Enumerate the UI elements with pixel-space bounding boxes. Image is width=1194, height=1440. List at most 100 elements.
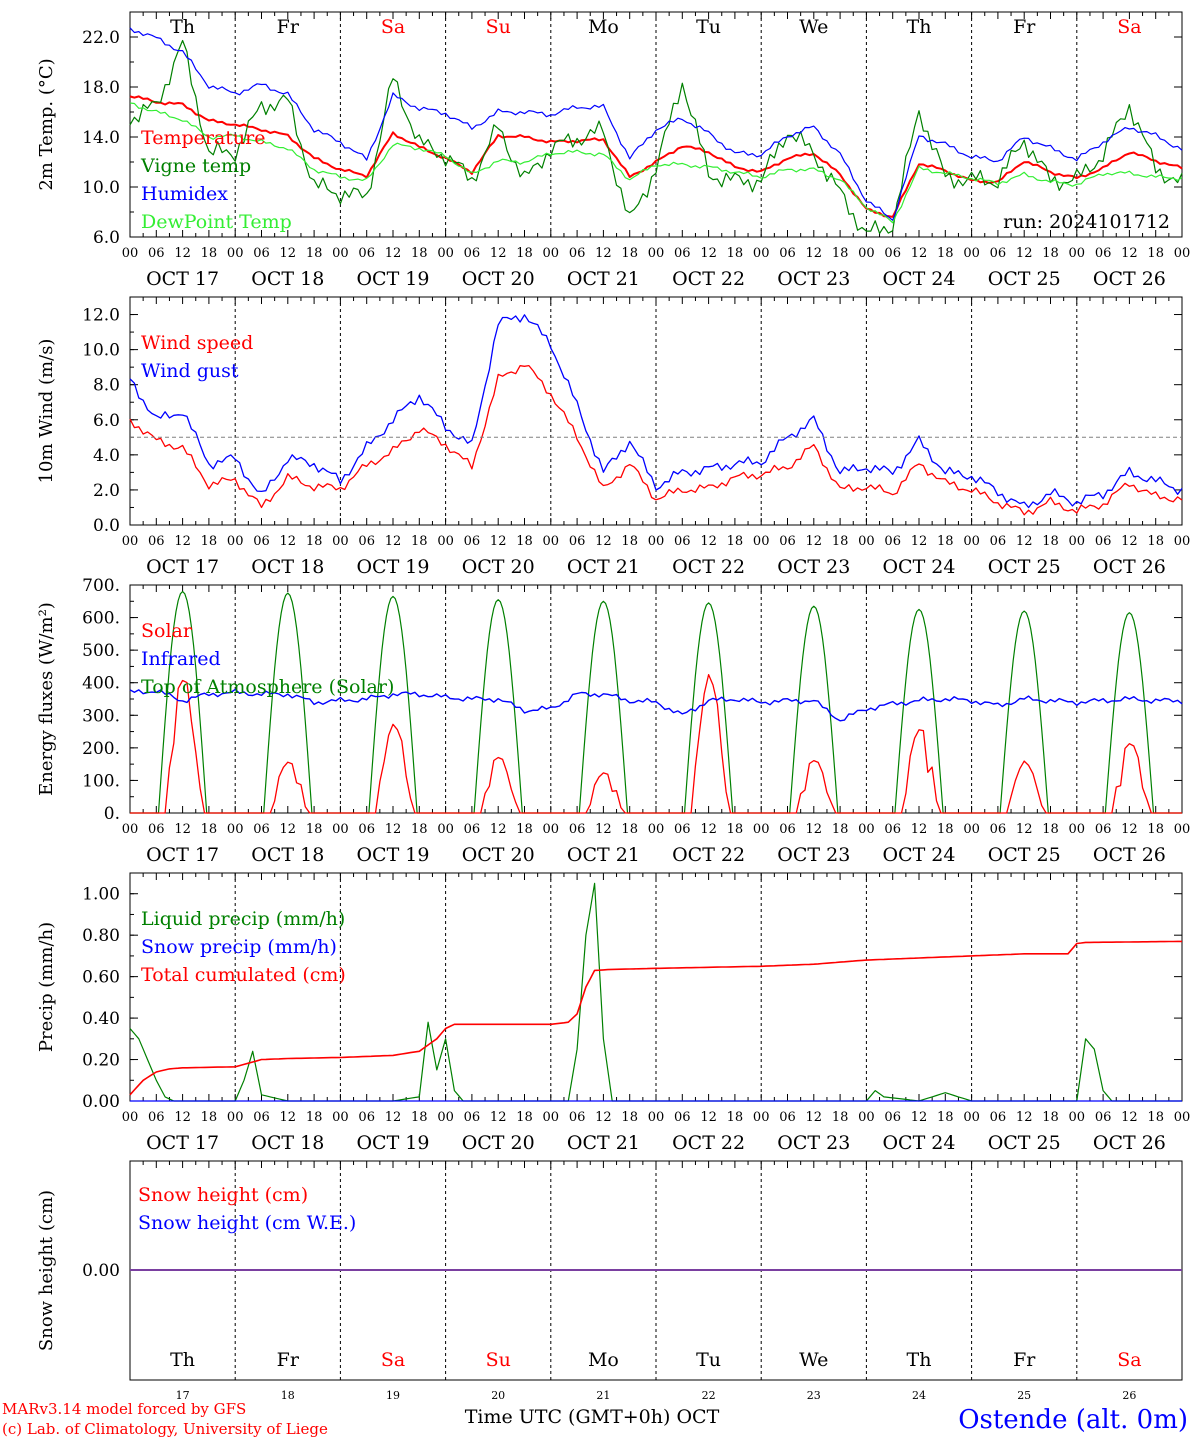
day-name-bottom: Fr xyxy=(277,1349,300,1371)
y-tick-label: 0.00 xyxy=(82,1261,120,1281)
hour-tick-label: 06 xyxy=(674,534,691,549)
date-label: OCT 20 xyxy=(462,1132,535,1154)
y-tick-label: 6.0 xyxy=(93,411,120,431)
hour-tick-label: 18 xyxy=(411,246,428,261)
date-label: OCT 19 xyxy=(356,556,429,578)
hour-tick-label: 18 xyxy=(937,1110,954,1125)
date-label: OCT 17 xyxy=(146,268,219,290)
hour-tick-label: 00 xyxy=(858,246,875,261)
hour-tick-label: 18 xyxy=(516,534,533,549)
date-label: OCT 25 xyxy=(988,556,1061,578)
date-label: OCT 25 xyxy=(988,1132,1061,1154)
day-number: 18 xyxy=(281,1389,295,1402)
panel-1: 6.0 10.0 14.0 18.0 22.0 2m Temp. (°C) 00 06 12 18… xyxy=(36,11,1190,290)
hour-tick-label: 12 xyxy=(280,246,297,261)
hour-tick-label: 18 xyxy=(832,246,849,261)
hour-tick-label: 12 xyxy=(490,246,507,261)
hour-tick-label: 06 xyxy=(464,1110,481,1125)
day-name-bottom: Su xyxy=(486,1349,511,1371)
date-label: OCT 24 xyxy=(882,844,955,866)
hour-tick-label: 06 xyxy=(569,246,586,261)
date-label: OCT 17 xyxy=(146,556,219,578)
hour-tick-label: 06 xyxy=(779,534,796,549)
date-label: OCT 23 xyxy=(777,1132,850,1154)
date-label: OCT 22 xyxy=(672,268,745,290)
run-label: run: 2024101712 xyxy=(1003,211,1170,233)
day-number: 25 xyxy=(1017,1389,1031,1402)
hour-tick-label: 06 xyxy=(358,1110,375,1125)
y-tick-label: 8.0 xyxy=(93,376,120,396)
day-name-top: Sa xyxy=(1117,16,1141,38)
series-line-wind-gust xyxy=(129,314,1183,509)
legend-entry: Snow height (cm W.E.) xyxy=(138,1212,356,1234)
hour-tick-label: 00 xyxy=(963,822,980,837)
hour-tick-label: 00 xyxy=(543,534,560,549)
date-label: OCT 26 xyxy=(1093,268,1166,290)
y-axis-title: 2m Temp. (°C) xyxy=(36,58,57,190)
hour-tick-label: 00 xyxy=(332,246,349,261)
hour-tick-label: 06 xyxy=(674,1110,691,1125)
y-tick-label: 600. xyxy=(82,609,120,629)
hour-tick-label: 12 xyxy=(595,246,612,261)
hour-tick-label: 06 xyxy=(148,1110,165,1125)
hour-tick-label: 12 xyxy=(806,822,823,837)
hour-tick-label: 12 xyxy=(1121,534,1138,549)
hour-tick-label: 18 xyxy=(306,822,323,837)
legend-entry: Liquid precip (mm/h) xyxy=(141,908,345,930)
hour-tick-label: 12 xyxy=(595,822,612,837)
y-tick-label: 4.0 xyxy=(93,446,120,466)
hour-tick-label: 18 xyxy=(727,822,744,837)
date-label: OCT 20 xyxy=(462,844,535,866)
hour-tick-label: 00 xyxy=(437,1110,454,1125)
model-credit: MARv3.14 model forced by GFS xyxy=(2,1400,246,1418)
hour-tick-label: 12 xyxy=(1121,822,1138,837)
day-name-top: Fr xyxy=(1013,16,1036,38)
hour-tick-label: 00 xyxy=(858,822,875,837)
hour-tick-label: 18 xyxy=(937,822,954,837)
y-tick-label: 100. xyxy=(82,771,120,791)
hour-tick-label: 12 xyxy=(806,1110,823,1125)
hour-tick-label: 18 xyxy=(411,534,428,549)
day-name-bottom: Fr xyxy=(1013,1349,1036,1371)
hour-tick-label: 00 xyxy=(227,246,244,261)
series-line-temperature xyxy=(129,95,1183,218)
hour-tick-label: 06 xyxy=(1095,1110,1112,1125)
hour-tick-label: 00 xyxy=(963,1110,980,1125)
hour-tick-label: 06 xyxy=(990,822,1007,837)
series-line-dewpoint-temp xyxy=(129,102,1183,224)
legend-entry: Total cumulated (cm) xyxy=(141,964,346,986)
day-name-bottom: Sa xyxy=(1117,1349,1141,1371)
day-name-top: Tu xyxy=(696,16,721,38)
hour-tick-label: 18 xyxy=(516,822,533,837)
y-tick-label: 400. xyxy=(82,674,120,694)
legend-entry: Snow height (cm) xyxy=(138,1184,308,1206)
date-label: OCT 24 xyxy=(882,556,955,578)
date-label: OCT 19 xyxy=(356,1132,429,1154)
hour-tick-label: 18 xyxy=(621,1110,638,1125)
hour-tick-label: 06 xyxy=(674,246,691,261)
date-label: OCT 23 xyxy=(777,844,850,866)
hour-tick-label: 06 xyxy=(1095,534,1112,549)
lab-credit: (c) Lab. of Climatology, University of L… xyxy=(2,1420,328,1438)
date-label: OCT 20 xyxy=(462,268,535,290)
hour-tick-label: 06 xyxy=(253,534,270,549)
hour-tick-label: 00 xyxy=(753,534,770,549)
hour-tick-label: 06 xyxy=(148,246,165,261)
hour-tick-label: 06 xyxy=(253,246,270,261)
date-label: OCT 21 xyxy=(567,1132,640,1154)
legend-entry: Humidex xyxy=(141,183,228,205)
hour-tick-label: 00 xyxy=(1069,822,1086,837)
hour-tick-label: 00 xyxy=(227,534,244,549)
hour-tick-label: 18 xyxy=(727,534,744,549)
hour-tick-label: 18 xyxy=(1147,246,1164,261)
hour-tick-label: 12 xyxy=(1016,534,1033,549)
date-label: OCT 19 xyxy=(356,268,429,290)
hour-tick-label: 00 xyxy=(858,534,875,549)
hour-tick-label: 18 xyxy=(832,1110,849,1125)
y-tick-label: 0.80 xyxy=(82,926,120,946)
hour-tick-label: 06 xyxy=(358,246,375,261)
day-number: 22 xyxy=(702,1389,716,1402)
hour-tick-label: 06 xyxy=(569,1110,586,1125)
hour-tick-label: 18 xyxy=(201,534,218,549)
hour-tick-label: 18 xyxy=(306,1110,323,1125)
